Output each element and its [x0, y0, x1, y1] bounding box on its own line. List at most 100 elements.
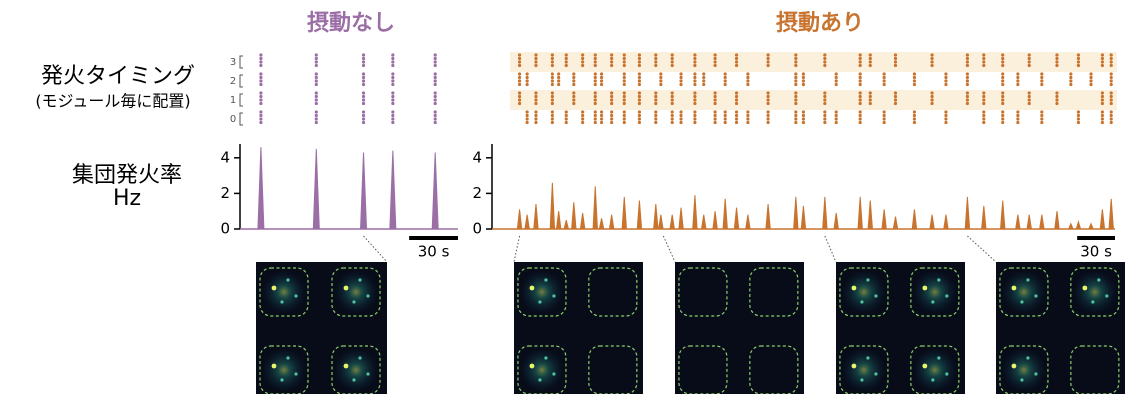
- neuron-spot: [860, 300, 863, 303]
- rate-peak: [432, 152, 438, 229]
- rate-peak: [313, 149, 319, 229]
- rate-peak: [794, 197, 798, 229]
- neuron-spot: [852, 364, 857, 369]
- bracket: [240, 56, 243, 68]
- rate-peak: [1055, 211, 1059, 229]
- module-activity: [1002, 348, 1046, 392]
- rate-peak: [858, 197, 862, 229]
- neuron-spot: [286, 356, 289, 359]
- rate-peak: [550, 183, 554, 229]
- rate-peak: [912, 209, 916, 229]
- rate-peak: [564, 220, 568, 229]
- neuron-spot: [286, 278, 289, 281]
- neuron-spot: [366, 294, 369, 297]
- rate-peak: [654, 204, 658, 229]
- connector: [663, 236, 675, 262]
- rate-peak: [1089, 224, 1093, 229]
- rate-peak: [1027, 215, 1031, 229]
- y-tick-label: 2: [472, 184, 482, 202]
- neuron-spot: [945, 294, 948, 297]
- module-activity: [334, 348, 378, 392]
- module-activity: [1002, 270, 1046, 314]
- neuron-spot: [1012, 364, 1017, 369]
- neuron-spot: [931, 378, 934, 381]
- scale-label: 30 s: [1080, 243, 1112, 261]
- rate-peak: [882, 209, 886, 229]
- neuron-spot: [1091, 300, 1094, 303]
- neuron-spot: [1026, 278, 1029, 281]
- neuron-spot: [937, 278, 940, 281]
- rate-peak: [1040, 215, 1044, 229]
- neuron-spot: [358, 356, 361, 359]
- neuron-spot: [280, 300, 283, 303]
- neuron-spot: [860, 378, 863, 381]
- rate-peak: [868, 201, 872, 229]
- rate-peak: [637, 201, 641, 229]
- connector: [825, 236, 836, 262]
- panel-title: 摂動あり: [776, 10, 864, 36]
- neuron-spot: [922, 286, 927, 291]
- rate-peak: [659, 215, 663, 229]
- connector: [514, 236, 520, 262]
- rate-peak: [893, 217, 897, 229]
- neuron-spot: [1034, 294, 1037, 297]
- rate-peak: [534, 204, 538, 229]
- y-tick-label: 0: [220, 220, 230, 238]
- bracket: [240, 75, 243, 87]
- rate-peak: [944, 215, 948, 229]
- neuron-spot: [1026, 356, 1029, 359]
- rate-peak: [702, 215, 706, 229]
- rate-peak: [572, 202, 576, 229]
- neuron-spot: [874, 294, 877, 297]
- neuron-spot: [358, 278, 361, 281]
- bracket: [240, 113, 243, 125]
- neuron-spot: [1034, 372, 1037, 375]
- row-label: 発火タイミング: [41, 64, 195, 89]
- rate-peak: [930, 215, 934, 229]
- rate-peak: [734, 208, 738, 229]
- figure: 発火タイミング (モジュール毎に配置) 集団発火率 Hz 摂動なし3210024…: [0, 0, 1125, 394]
- rate-peak: [1100, 209, 1104, 229]
- neuron-spot: [530, 286, 535, 291]
- neuron-spot: [1097, 278, 1100, 281]
- neuron-spot: [874, 372, 877, 375]
- neuron-spot: [552, 294, 555, 297]
- rate-peak: [1076, 222, 1080, 229]
- rate-peak: [609, 215, 613, 229]
- module-activity: [262, 270, 306, 314]
- rate-peak: [766, 204, 770, 229]
- rate-peak: [1001, 201, 1005, 229]
- module-activity: [913, 348, 957, 392]
- rate-peak: [580, 213, 584, 229]
- module-label: 3: [230, 57, 236, 68]
- row-band: [510, 90, 1117, 110]
- neuron-spot: [294, 372, 297, 375]
- neuron-spot: [344, 364, 349, 369]
- neuron-spot: [866, 278, 869, 281]
- neuron-spot: [344, 286, 349, 291]
- neuron-spot: [538, 378, 541, 381]
- row-unit: Hz: [113, 186, 141, 211]
- neuron-spot: [272, 364, 277, 369]
- module-activity: [520, 348, 564, 392]
- rate-peak: [525, 215, 529, 229]
- neuron-spot: [352, 300, 355, 303]
- rate-peak: [593, 186, 597, 229]
- y-tick-label: 4: [220, 148, 230, 166]
- neuron-spot: [852, 286, 857, 291]
- neuron-spot: [931, 300, 934, 303]
- neuron-spot: [352, 378, 355, 381]
- rate-peak: [556, 211, 560, 229]
- neuron-spot: [1020, 378, 1023, 381]
- rate-peak: [258, 147, 264, 229]
- neuron-spot: [1082, 286, 1087, 291]
- scale-label: 30 s: [418, 243, 450, 261]
- rate-peak: [801, 206, 805, 229]
- rate-peak: [823, 197, 827, 229]
- neuron-spot: [538, 300, 541, 303]
- neuron-spot: [945, 372, 948, 375]
- connector: [364, 236, 387, 262]
- rate-peak: [1109, 199, 1113, 229]
- module-label: 1: [230, 95, 236, 106]
- neuron-spot: [937, 356, 940, 359]
